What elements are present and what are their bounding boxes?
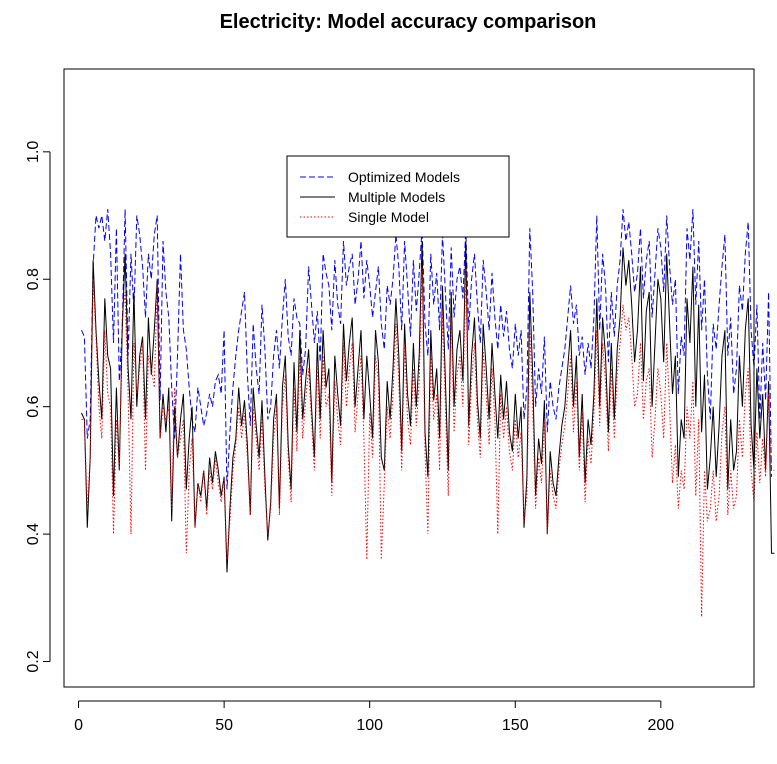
x-tick-label: 100 [356, 717, 383, 734]
y-tick-label: 0.2 [25, 650, 42, 672]
y-tick-label: 0.4 [25, 523, 42, 545]
x-axis: 0 50 100 150 200 [74, 700, 674, 734]
legend-label: Optimized Models [348, 169, 460, 185]
y-axis: 0.2 0.4 0.6 0.8 1.0 [25, 141, 51, 673]
legend-label: Single Model [348, 209, 429, 225]
series-line-optimized-models [81, 209, 772, 490]
chart-title: Electricity: Model accuracy comparison [220, 11, 597, 33]
legend-label: Multiple Models [348, 189, 445, 205]
plot-area-frame [63, 68, 755, 688]
y-tick-label: 1.0 [25, 141, 42, 163]
x-tick-label: 0 [74, 717, 83, 734]
x-tick-label: 150 [502, 717, 529, 734]
y-tick-label: 0.8 [25, 268, 42, 290]
x-tick-label: 50 [215, 717, 233, 734]
series-line-multiple-models [81, 240, 775, 573]
x-tick-label: 200 [647, 717, 674, 734]
series-layer [81, 209, 775, 617]
y-tick-label: 0.6 [25, 395, 42, 417]
series-line-single-model [81, 266, 775, 617]
legend: Optimized Models Multiple Models Single Mo… [286, 155, 510, 238]
